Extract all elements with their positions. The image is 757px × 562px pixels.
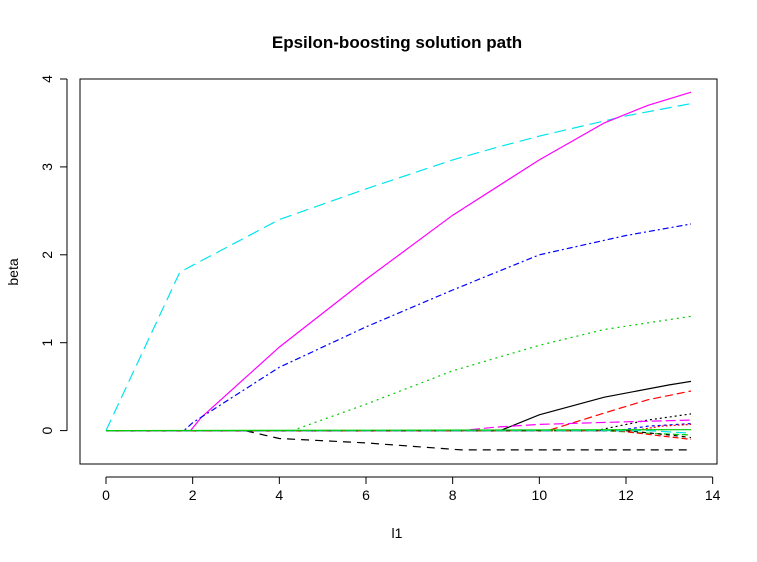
x-tick-label: 2 xyxy=(189,487,197,503)
chart-title: Epsilon-boosting solution path xyxy=(272,33,522,52)
y-tick-label: 2 xyxy=(39,251,55,259)
series-line-1 xyxy=(105,103,692,431)
series-line-5 xyxy=(106,380,692,432)
x-tick-label: 10 xyxy=(532,487,548,503)
plot-frame xyxy=(79,78,718,465)
y-axis: 0 1 2 3 4 xyxy=(39,75,68,434)
series-line-13 xyxy=(106,430,692,440)
y-tick-label: 0 xyxy=(39,426,55,434)
series-line-2 xyxy=(106,91,692,432)
x-tick-label: 14 xyxy=(705,487,721,503)
x-axis: 0 2 4 6 8 10 12 14 xyxy=(102,476,721,503)
y-tick-label: 4 xyxy=(39,75,55,83)
x-tick-label: 12 xyxy=(618,487,634,503)
series-line-12 xyxy=(106,430,692,436)
y-tick-label: 1 xyxy=(39,339,55,347)
series-line-3 xyxy=(106,223,692,432)
series-line-8 xyxy=(106,430,691,451)
series-layer xyxy=(105,91,692,451)
series-line-9 xyxy=(106,419,692,432)
x-axis-label: l1 xyxy=(392,525,403,541)
x-tick-label: 0 xyxy=(102,487,110,503)
series-line-7 xyxy=(106,413,692,432)
x-tick-label: 4 xyxy=(275,487,283,503)
series-line-14 xyxy=(106,430,692,439)
y-tick-label: 3 xyxy=(39,163,55,171)
y-axis-label: beta xyxy=(5,258,21,285)
x-tick-label: 8 xyxy=(449,487,457,503)
x-tick-label: 6 xyxy=(362,487,370,503)
series-line-16 xyxy=(105,429,692,432)
